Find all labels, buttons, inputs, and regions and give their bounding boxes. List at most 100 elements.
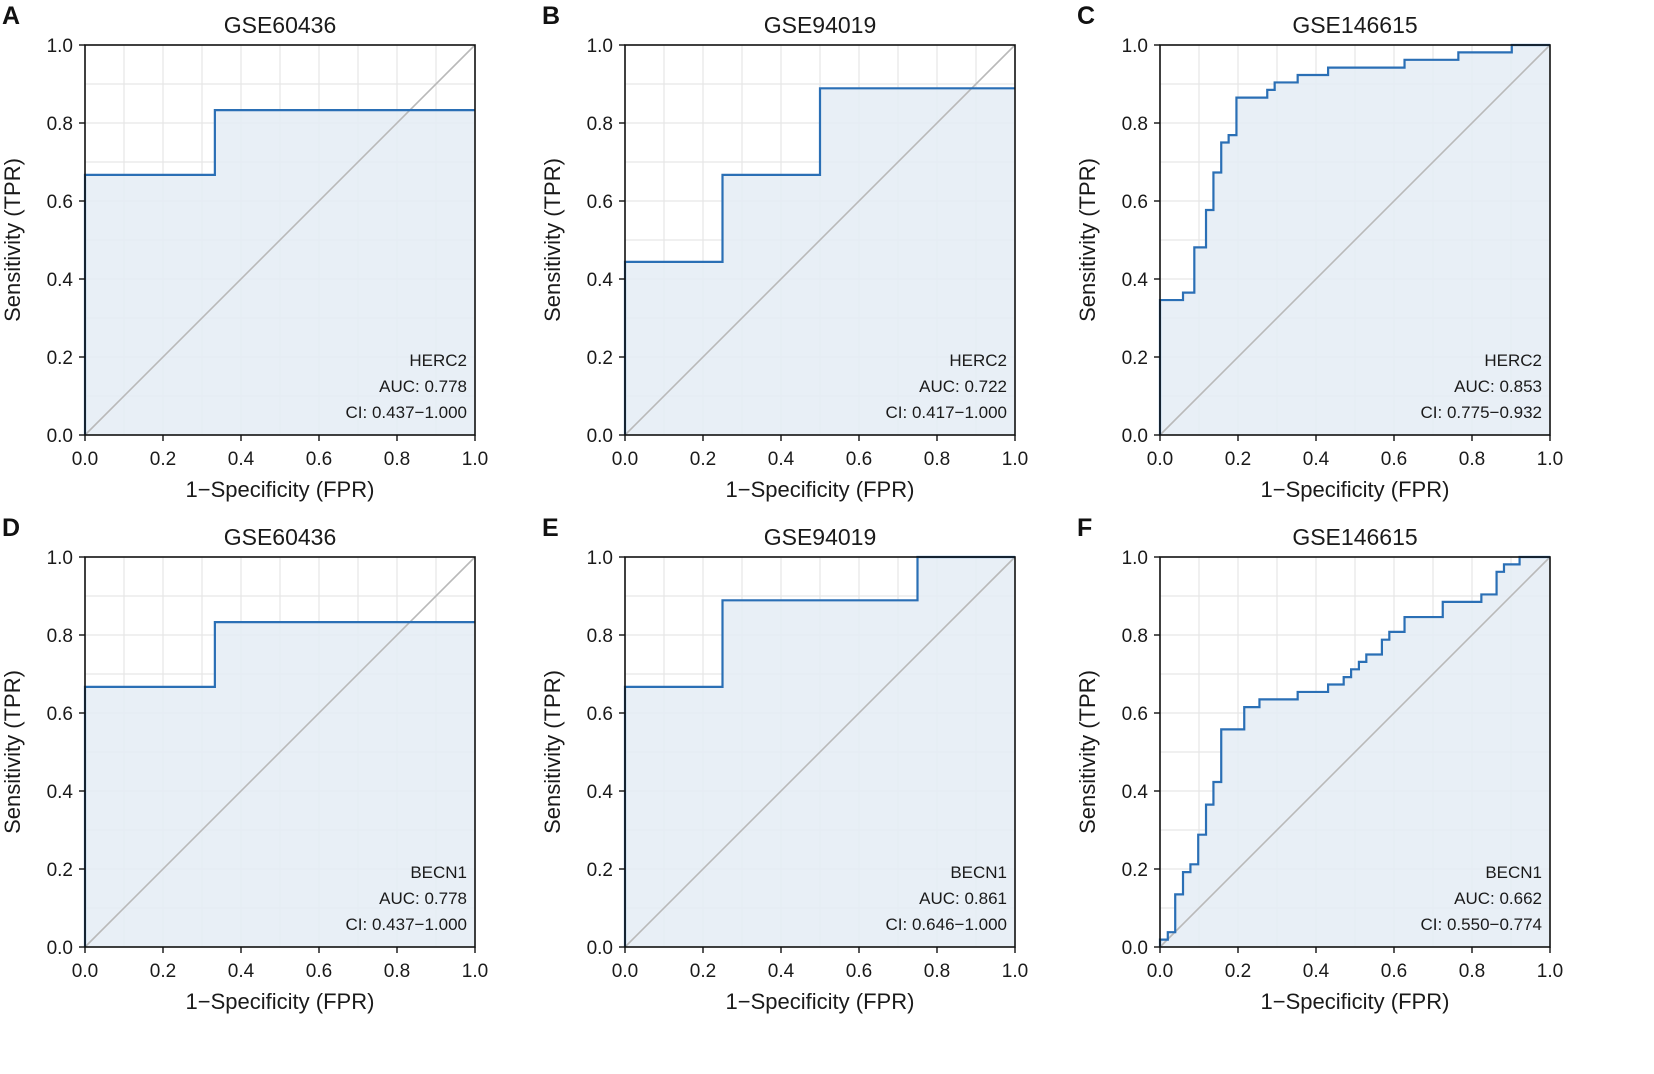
y-tick-label: 0.0 [47, 426, 73, 447]
x-tick-label: 1.0 [1002, 961, 1028, 982]
auc-label: AUC: 0.722 [919, 377, 1007, 396]
plot-frame [84, 44, 476, 436]
x-tick-label: 1.0 [1002, 449, 1028, 470]
y-tick-label: 0.2 [47, 348, 73, 369]
ci-label: CI: 0.646−1.000 [886, 915, 1007, 934]
y-tick-label: 0.8 [1122, 114, 1148, 135]
y-axis-label: Sensitivity (TPR) [1075, 158, 1100, 322]
x-tick-label: 0.8 [1459, 961, 1485, 982]
x-tick-label: 0.4 [1303, 961, 1330, 982]
auc-label: AUC: 0.778 [379, 889, 467, 908]
y-tick-label: 0.2 [47, 860, 73, 881]
x-tick-label: 0.2 [150, 449, 176, 470]
x-tick-label: 0.4 [228, 961, 255, 982]
gene-label: HERC2 [409, 351, 467, 370]
roc-panel: F 0.0 0.2 0.4 0.6 0.8 1.0 0.0 0.2 0.4 0.6 0.8 1.0 GSE… [1075, 512, 1635, 1024]
x-tick-label: 0.6 [1381, 449, 1407, 470]
y-tick-label: 0.4 [587, 782, 614, 803]
gene-label: HERC2 [1484, 351, 1542, 370]
panel-letter: F [1077, 514, 1093, 542]
y-axis-label: Sensitivity (TPR) [1075, 670, 1100, 834]
y-tick-label: 0.0 [587, 938, 613, 959]
roc-panel: B 0.0 0.2 0.4 0.6 0.8 1.0 0.0 0.2 0.4 0.6 0.8 1.0 GSE… [540, 0, 1100, 512]
y-tick-label: 0.8 [587, 114, 613, 135]
chart-title: GSE60436 [224, 524, 337, 550]
y-tick-label: 0.4 [47, 270, 74, 291]
y-tick-label: 0.8 [47, 626, 73, 647]
x-tick-label: 0.4 [768, 961, 795, 982]
y-axis-label: Sensitivity (TPR) [0, 158, 25, 322]
x-axis-label: 1−Specificity (FPR) [186, 477, 375, 502]
x-tick-label: 0.4 [228, 449, 255, 470]
auc-area [85, 622, 475, 947]
reference-diagonal [624, 556, 1016, 948]
auc-label: AUC: 0.778 [379, 377, 467, 396]
roc-chart: 0.0 0.2 0.4 0.6 0.8 1.0 0.0 0.2 0.4 0.6 0.8 1.0 GSE9… [540, 524, 1028, 1014]
x-tick-label: 0.6 [846, 961, 872, 982]
y-axis-label: Sensitivity (TPR) [540, 670, 565, 834]
x-tick-label: 0.6 [1381, 961, 1407, 982]
panel-letter: B [542, 2, 561, 30]
roc-chart: 0.0 0.2 0.4 0.6 0.8 1.0 0.0 0.2 0.4 0.6 0.8 1.0 GSE1… [1075, 524, 1563, 1014]
chart-title: GSE94019 [764, 12, 877, 38]
y-tick-label: 1.0 [47, 36, 73, 57]
roc-chart: 0.0 0.2 0.4 0.6 0.8 1.0 0.0 0.2 0.4 0.6 0.8 1.0 GSE6… [0, 12, 488, 502]
y-tick-label: 0.4 [1122, 782, 1149, 803]
reference-diagonal [1159, 556, 1551, 948]
x-tick-label: 0.8 [924, 449, 950, 470]
y-tick-label: 0.8 [47, 114, 73, 135]
chart-title: GSE60436 [224, 12, 337, 38]
y-tick-label: 0.2 [587, 860, 613, 881]
gene-label: BECN1 [410, 863, 467, 882]
ci-label: CI: 0.437−1.000 [346, 915, 467, 934]
x-tick-label: 0.0 [72, 449, 98, 470]
chart-title: GSE146615 [1292, 12, 1417, 38]
x-tick-label: 0.2 [1225, 961, 1251, 982]
x-axis-label: 1−Specificity (FPR) [726, 989, 915, 1014]
y-tick-label: 0.6 [1122, 704, 1148, 725]
reference-diagonal [1159, 44, 1551, 436]
x-tick-label: 0.8 [1459, 449, 1485, 470]
y-tick-label: 1.0 [1122, 36, 1148, 57]
roc-panel: E 0.0 0.2 0.4 0.6 0.8 1.0 0.0 0.2 0.4 0.6 0.8 1.0 GSE… [540, 512, 1100, 1024]
ci-label: CI: 0.550−0.774 [1421, 915, 1542, 934]
y-tick-label: 0.8 [587, 626, 613, 647]
y-tick-label: 1.0 [587, 36, 613, 57]
roc-chart: 0.0 0.2 0.4 0.6 0.8 1.0 0.0 0.2 0.4 0.6 0.8 1.0 GSE6… [0, 524, 488, 1014]
y-axis-label: Sensitivity (TPR) [0, 670, 25, 834]
x-tick-label: 0.6 [846, 449, 872, 470]
y-tick-label: 0.0 [587, 426, 613, 447]
x-tick-label: 0.2 [690, 961, 716, 982]
y-tick-label: 0.2 [1122, 860, 1148, 881]
y-tick-label: 0.2 [1122, 348, 1148, 369]
x-tick-label: 0.0 [72, 961, 98, 982]
ci-label: CI: 0.437−1.000 [346, 403, 467, 422]
panel-letter: D [2, 514, 21, 542]
y-tick-label: 0.0 [1122, 426, 1148, 447]
x-axis-label: 1−Specificity (FPR) [1261, 989, 1450, 1014]
auc-label: AUC: 0.853 [1454, 377, 1542, 396]
y-tick-label: 0.8 [1122, 626, 1148, 647]
plot-frame [84, 556, 476, 948]
y-tick-label: 1.0 [47, 548, 73, 569]
x-tick-label: 0.8 [384, 961, 410, 982]
x-axis-label: 1−Specificity (FPR) [1261, 477, 1450, 502]
x-tick-label: 0.4 [1303, 449, 1330, 470]
roc-panel: A 0.0 0.2 0.4 0.6 0.8 1.0 0.0 0.2 0.4 0.6 0.8 1.0 GSE… [0, 0, 560, 512]
roc-curve [1158, 555, 1550, 947]
x-tick-label: 0.8 [924, 961, 950, 982]
y-tick-label: 1.0 [587, 548, 613, 569]
y-tick-label: 0.4 [47, 782, 74, 803]
panel-letter: E [542, 514, 559, 542]
auc-area [85, 110, 475, 435]
chart-title: GSE146615 [1292, 524, 1417, 550]
x-tick-label: 0.8 [384, 449, 410, 470]
y-tick-label: 0.6 [1122, 192, 1148, 213]
x-tick-label: 1.0 [462, 961, 488, 982]
gene-label: HERC2 [949, 351, 1007, 370]
plot-frame [1159, 44, 1551, 436]
x-tick-label: 0.2 [150, 961, 176, 982]
roc-chart: 0.0 0.2 0.4 0.6 0.8 1.0 0.0 0.2 0.4 0.6 0.8 1.0 GSE1… [1075, 12, 1563, 502]
plot-frame [1159, 556, 1551, 948]
gene-label: BECN1 [1485, 863, 1542, 882]
